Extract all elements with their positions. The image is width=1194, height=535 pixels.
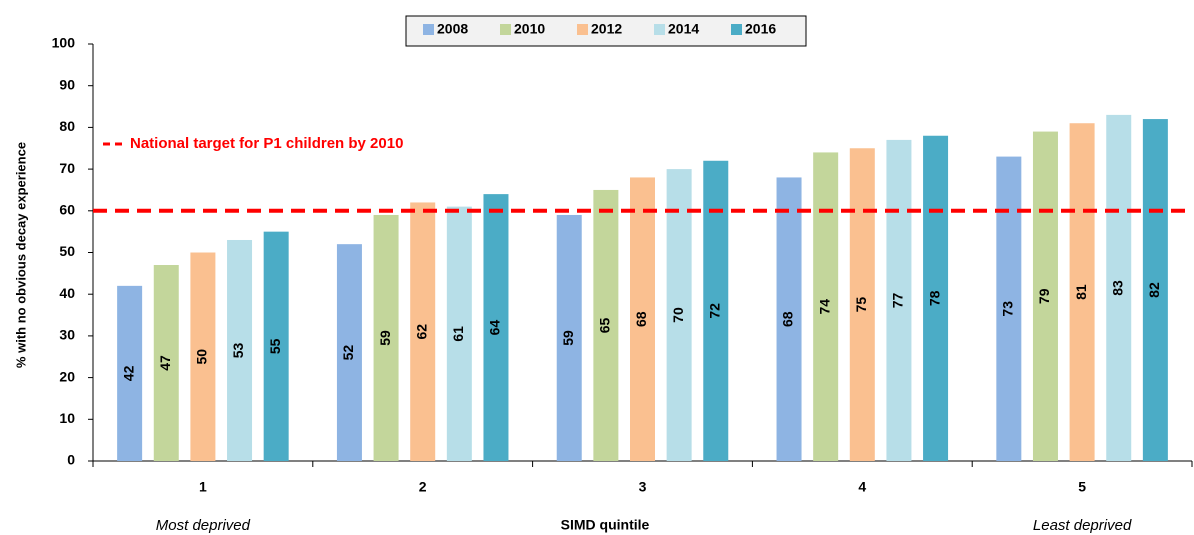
y-tick-label: 90	[59, 76, 75, 92]
data-label: 47	[157, 355, 173, 371]
data-label: 83	[1109, 280, 1125, 296]
data-label: 73	[1000, 301, 1016, 317]
data-label: 59	[560, 330, 576, 346]
bar	[923, 135, 949, 462]
data-label: 79	[1036, 288, 1052, 304]
data-label: 55	[267, 338, 283, 354]
legend-label: 2016	[745, 21, 776, 37]
y-axis-label: % with no obvious decay experience	[13, 142, 28, 368]
y-tick-label: 50	[59, 243, 75, 259]
data-label: 50	[194, 349, 210, 365]
x-tick-label: 4	[858, 479, 866, 495]
x-axis-label: SIMD quintile	[561, 517, 650, 533]
bar	[1032, 131, 1058, 461]
y-tick-label: 10	[59, 410, 75, 426]
legend-label: 2010	[514, 21, 545, 37]
bar	[227, 239, 253, 461]
bar	[593, 189, 619, 461]
data-label: 42	[120, 365, 136, 381]
bar	[483, 194, 509, 461]
y-tick-label: 70	[59, 160, 75, 176]
bar	[1069, 123, 1095, 461]
bar	[886, 139, 912, 461]
y-tick-label: 20	[59, 368, 75, 384]
bar	[630, 177, 655, 461]
bar	[1106, 114, 1132, 461]
y-tick-label: 30	[59, 327, 75, 343]
bar	[263, 231, 289, 461]
bar	[117, 285, 143, 461]
bar	[556, 214, 582, 461]
data-label: 75	[853, 297, 869, 313]
data-label: 82	[1146, 282, 1162, 298]
legend-swatch	[577, 24, 588, 35]
data-label: 61	[450, 326, 466, 342]
legend-swatch	[654, 24, 665, 35]
x-tick-label: 3	[639, 479, 647, 495]
reference-label: National target for P1 children by 2010	[130, 135, 403, 152]
x-tick-label: 5	[1078, 479, 1086, 495]
data-label: 52	[340, 345, 356, 361]
legend-swatch	[731, 24, 742, 35]
y-tick-label: 100	[52, 35, 76, 51]
data-label: 68	[780, 311, 796, 327]
x-tick-label: 1	[199, 479, 207, 495]
data-label: 53	[230, 342, 246, 358]
legend-label: 2008	[437, 21, 468, 37]
data-label: 70	[670, 307, 686, 323]
bar	[1142, 119, 1168, 461]
data-label: 81	[1073, 284, 1089, 300]
bar	[776, 177, 802, 461]
data-label: 77	[890, 292, 906, 308]
x-sublabel: Least deprived	[1033, 517, 1132, 534]
bar	[666, 169, 692, 461]
legend-swatch	[500, 24, 511, 35]
bar	[446, 206, 472, 461]
y-tick-label: 0	[67, 452, 75, 468]
data-label: 74	[816, 299, 832, 315]
data-label: 68	[633, 311, 649, 327]
data-label: 72	[706, 303, 722, 319]
y-tick-label: 80	[59, 118, 75, 134]
bar	[813, 152, 839, 462]
bar	[190, 252, 216, 461]
legend-label: 2012	[591, 21, 622, 37]
bar	[336, 244, 362, 461]
bar	[410, 202, 436, 461]
x-sublabel: Most deprived	[156, 517, 251, 534]
y-tick-label: 60	[59, 202, 75, 218]
x-tick-label: 2	[419, 479, 427, 495]
y-tick-label: 40	[59, 285, 75, 301]
data-label: 64	[487, 320, 503, 336]
legend-label: 2014	[668, 21, 699, 37]
bar	[373, 214, 399, 461]
data-label: 62	[413, 324, 429, 340]
bar	[996, 156, 1022, 461]
data-label: 65	[597, 317, 613, 333]
bar	[849, 148, 875, 461]
legend-swatch	[423, 24, 434, 35]
data-label: 78	[926, 290, 942, 306]
data-label: 59	[377, 330, 393, 346]
bar	[153, 265, 179, 461]
